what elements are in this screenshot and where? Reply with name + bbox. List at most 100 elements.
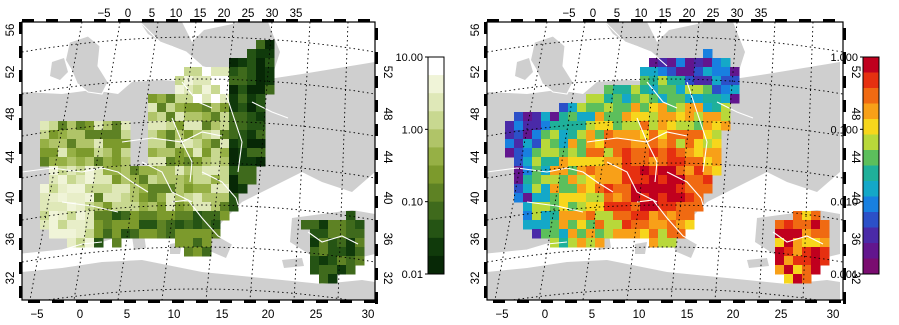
grid-cell: [685, 157, 695, 167]
grid-cell: [577, 157, 587, 167]
grid-cell: [85, 220, 95, 230]
grid-cell: [58, 121, 68, 131]
colorbar-segment: [428, 255, 444, 275]
grid-cell: [622, 85, 632, 95]
grid-cell: [622, 229, 632, 239]
grid-cell: [667, 112, 677, 122]
grid-cell: [613, 121, 623, 131]
grid-cell: [667, 184, 677, 194]
grid-cell: [541, 148, 551, 158]
grid-cell: [166, 94, 176, 104]
grid-cell: [175, 157, 185, 167]
grid-cell: [202, 139, 212, 149]
grid-cell: [631, 220, 641, 230]
grid-cell: [523, 121, 533, 131]
grid-cell: [595, 238, 605, 248]
grid-cell: [622, 202, 632, 212]
grid-cell: [514, 148, 524, 158]
grid-cell: [559, 157, 569, 167]
grid-cell: [658, 130, 668, 140]
grid-cell: [211, 139, 221, 149]
grid-cell: [85, 157, 95, 167]
frame-tick: [262, 19, 274, 22]
grid-cell: [703, 130, 713, 140]
grid-cell: [328, 274, 338, 284]
grid-cell: [103, 229, 113, 239]
grid-cell: [247, 130, 257, 140]
grid-cell: [685, 148, 695, 158]
frame-tick: [220, 300, 232, 303]
colorbar-segment: [863, 165, 879, 182]
grid-cell: [541, 193, 551, 203]
grid-cell: [523, 220, 533, 230]
grid-cell: [121, 193, 131, 203]
frame-tick: [190, 19, 202, 22]
frame-tick: [484, 214, 487, 226]
grid-cell: [640, 67, 650, 77]
grid-cell: [667, 103, 677, 113]
top-lon-label: −5: [562, 8, 575, 20]
grid-cell: [346, 211, 356, 221]
grid-cell: [76, 121, 86, 131]
grid-cell: [67, 193, 77, 203]
grid-cell: [523, 175, 533, 185]
grid-cell: [658, 121, 668, 131]
grid-cell: [193, 157, 203, 167]
grid-cell: [328, 256, 338, 266]
grid-cell: [784, 247, 794, 257]
grid-cell: [640, 157, 650, 167]
grid-cell: [139, 220, 149, 230]
map-panel-right: −5 0 5 10 15 20 25 30 35 −5 0 5 10 15 20 25 30 56 52 48 44 40…: [470, 8, 861, 321]
grid-cell: [247, 49, 257, 59]
grid-cell: [577, 175, 587, 185]
frame-tick: [268, 300, 280, 303]
colorbar-label: 0.10: [402, 197, 423, 209]
grid-cell: [586, 211, 596, 221]
frame-tick: [375, 196, 378, 208]
grid-cell: [658, 175, 668, 185]
grid-cell: [694, 67, 704, 77]
grid-cell: [667, 94, 677, 104]
grid-cell: [532, 130, 542, 140]
grid-cell: [649, 157, 659, 167]
top-lon-label: 10: [170, 8, 183, 20]
grid-cell: [586, 238, 596, 248]
grid-cell: [550, 112, 560, 122]
grid-cell: [103, 166, 113, 176]
grid-cell: [568, 139, 578, 149]
grid-cell: [649, 148, 659, 158]
grid-cell: [130, 193, 140, 203]
grid-cell: [712, 130, 722, 140]
grid-cell: [802, 247, 812, 257]
grid-cell: [640, 94, 650, 104]
grid-cell: [238, 112, 248, 122]
grid-cell: [193, 85, 203, 95]
grid-cell: [184, 166, 194, 176]
longitude-line: [626, 22, 662, 300]
grid-cell: [256, 67, 266, 77]
grid-cell: [184, 157, 194, 167]
grid-cell: [676, 121, 686, 131]
grid-cell: [112, 193, 122, 203]
grid-cell: [184, 211, 194, 221]
grid-cell: [559, 175, 569, 185]
frame-tick: [487, 19, 499, 22]
grid-cell: [58, 220, 68, 230]
right-lat-label: 48: [381, 108, 393, 121]
frame-tick: [493, 300, 505, 303]
grid-cell: [157, 166, 167, 176]
grid-cell: [550, 148, 560, 158]
grid-cell: [130, 220, 140, 230]
grid-cell: [613, 148, 623, 158]
grid-cell: [184, 220, 194, 230]
grid-cell: [541, 157, 551, 167]
grid-cell: [103, 121, 113, 131]
grid-cell: [157, 220, 167, 230]
grid-cell: [640, 85, 650, 95]
grid-cell: [703, 157, 713, 167]
grid-cell: [229, 103, 239, 113]
grid-cell: [667, 139, 677, 149]
grid-cell: [148, 166, 158, 176]
left-lat-label: 36: [5, 233, 17, 246]
grid-cell: [121, 148, 131, 158]
